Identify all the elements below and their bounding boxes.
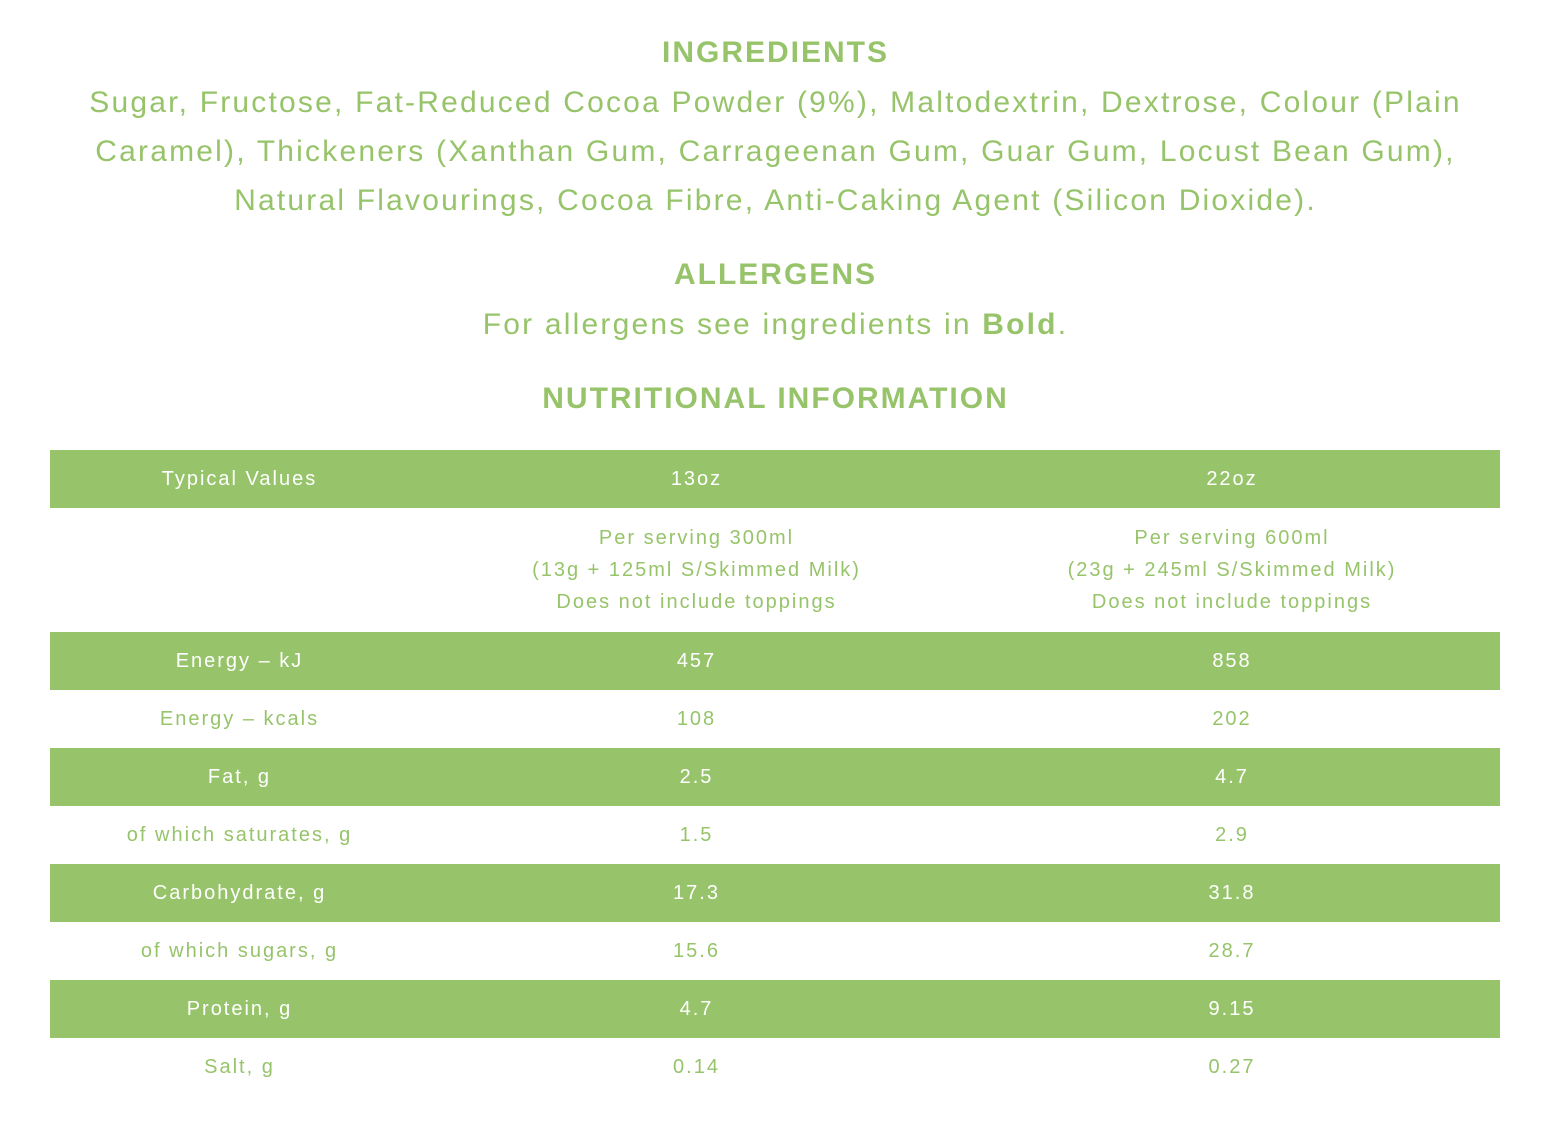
allergens-heading: ALLERGENS [673, 258, 877, 291]
row-value-22oz: 28.7 [964, 922, 1500, 980]
serving-line: Per serving 600ml [1134, 527, 1330, 549]
allergens-text-before: For allergens see ingredients in [482, 308, 983, 341]
serving-line: Does not include toppings [556, 591, 837, 613]
nutrition-table: Typical Values 13oz 22oz Per serving 300… [50, 450, 1500, 1096]
row-value-22oz: 31.8 [964, 864, 1500, 922]
serving-info-row: Per serving 300ml (13g + 125ml S/Skimmed… [50, 508, 1500, 632]
row-value-13oz: 108 [429, 690, 964, 748]
row-value-22oz: 9.15 [964, 980, 1500, 1038]
row-label: Salt, g [50, 1038, 429, 1096]
ingredients-heading: INGREDIENTS [661, 36, 890, 69]
row-value-22oz: 202 [964, 690, 1500, 748]
serving-info-22oz: Per serving 600ml (23g + 245ml S/Skimmed… [964, 508, 1500, 632]
table-row: Energy – kcals 108 202 [50, 690, 1500, 748]
row-label: Energy – kcals [50, 690, 429, 748]
row-value-13oz: 15.6 [429, 922, 964, 980]
row-value-13oz: 1.5 [429, 806, 964, 864]
row-value-13oz: 17.3 [429, 864, 964, 922]
row-value-22oz: 2.9 [964, 806, 1500, 864]
serving-line: Per serving 300ml [598, 527, 795, 549]
ingredients-text: Sugar, Fructose, Fat-Reduced Cocoa Powde… [89, 86, 1462, 217]
row-value-13oz: 4.7 [429, 980, 964, 1038]
header-label: Typical Values [50, 450, 429, 508]
row-label: of which sugars, g [50, 922, 429, 980]
table-row: of which sugars, g 15.6 28.7 [50, 922, 1500, 980]
table-row: Protein, g 4.7 9.15 [50, 980, 1500, 1038]
allergens-text-after: . [1057, 308, 1069, 341]
serving-info-13oz: Per serving 300ml (13g + 125ml S/Skimmed… [429, 508, 964, 632]
row-label: Protein, g [50, 980, 429, 1038]
table-row: Energy – kJ 457 858 [50, 632, 1500, 690]
allergens-text: For allergens see ingredients in Bold. [0, 300, 1551, 349]
nutrition-heading: NUTRITIONAL INFORMATION [542, 382, 1009, 415]
row-value-13oz: 457 [429, 632, 964, 690]
table-row: Carbohydrate, g 17.3 31.8 [50, 864, 1500, 922]
serving-line: Does not include toppings [1091, 591, 1373, 613]
row-label: Carbohydrate, g [50, 864, 429, 922]
header-col-13oz: 13oz [429, 450, 964, 508]
allergens-bold-word: Bold [982, 308, 1058, 341]
row-value-13oz: 0.14 [429, 1038, 964, 1096]
header-col-22oz: 22oz [964, 450, 1500, 508]
row-value-22oz: 4.7 [964, 748, 1500, 806]
row-label: of which saturates, g [50, 806, 429, 864]
row-label: Energy – kJ [50, 632, 429, 690]
serving-line: (23g + 245ml S/Skimmed Milk) [1067, 559, 1397, 581]
table-row: Salt, g 0.14 0.27 [50, 1038, 1500, 1096]
row-value-22oz: 0.27 [964, 1038, 1500, 1096]
row-value-13oz: 2.5 [429, 748, 964, 806]
serving-line: (13g + 125ml S/Skimmed Milk) [532, 559, 861, 581]
row-value-22oz: 858 [964, 632, 1500, 690]
table-row: Fat, g 2.5 4.7 [50, 748, 1500, 806]
row-label: Fat, g [50, 748, 429, 806]
serving-label-cell [50, 508, 429, 632]
table-header-row: Typical Values 13oz 22oz [50, 450, 1500, 508]
table-row: of which saturates, g 1.5 2.9 [50, 806, 1500, 864]
